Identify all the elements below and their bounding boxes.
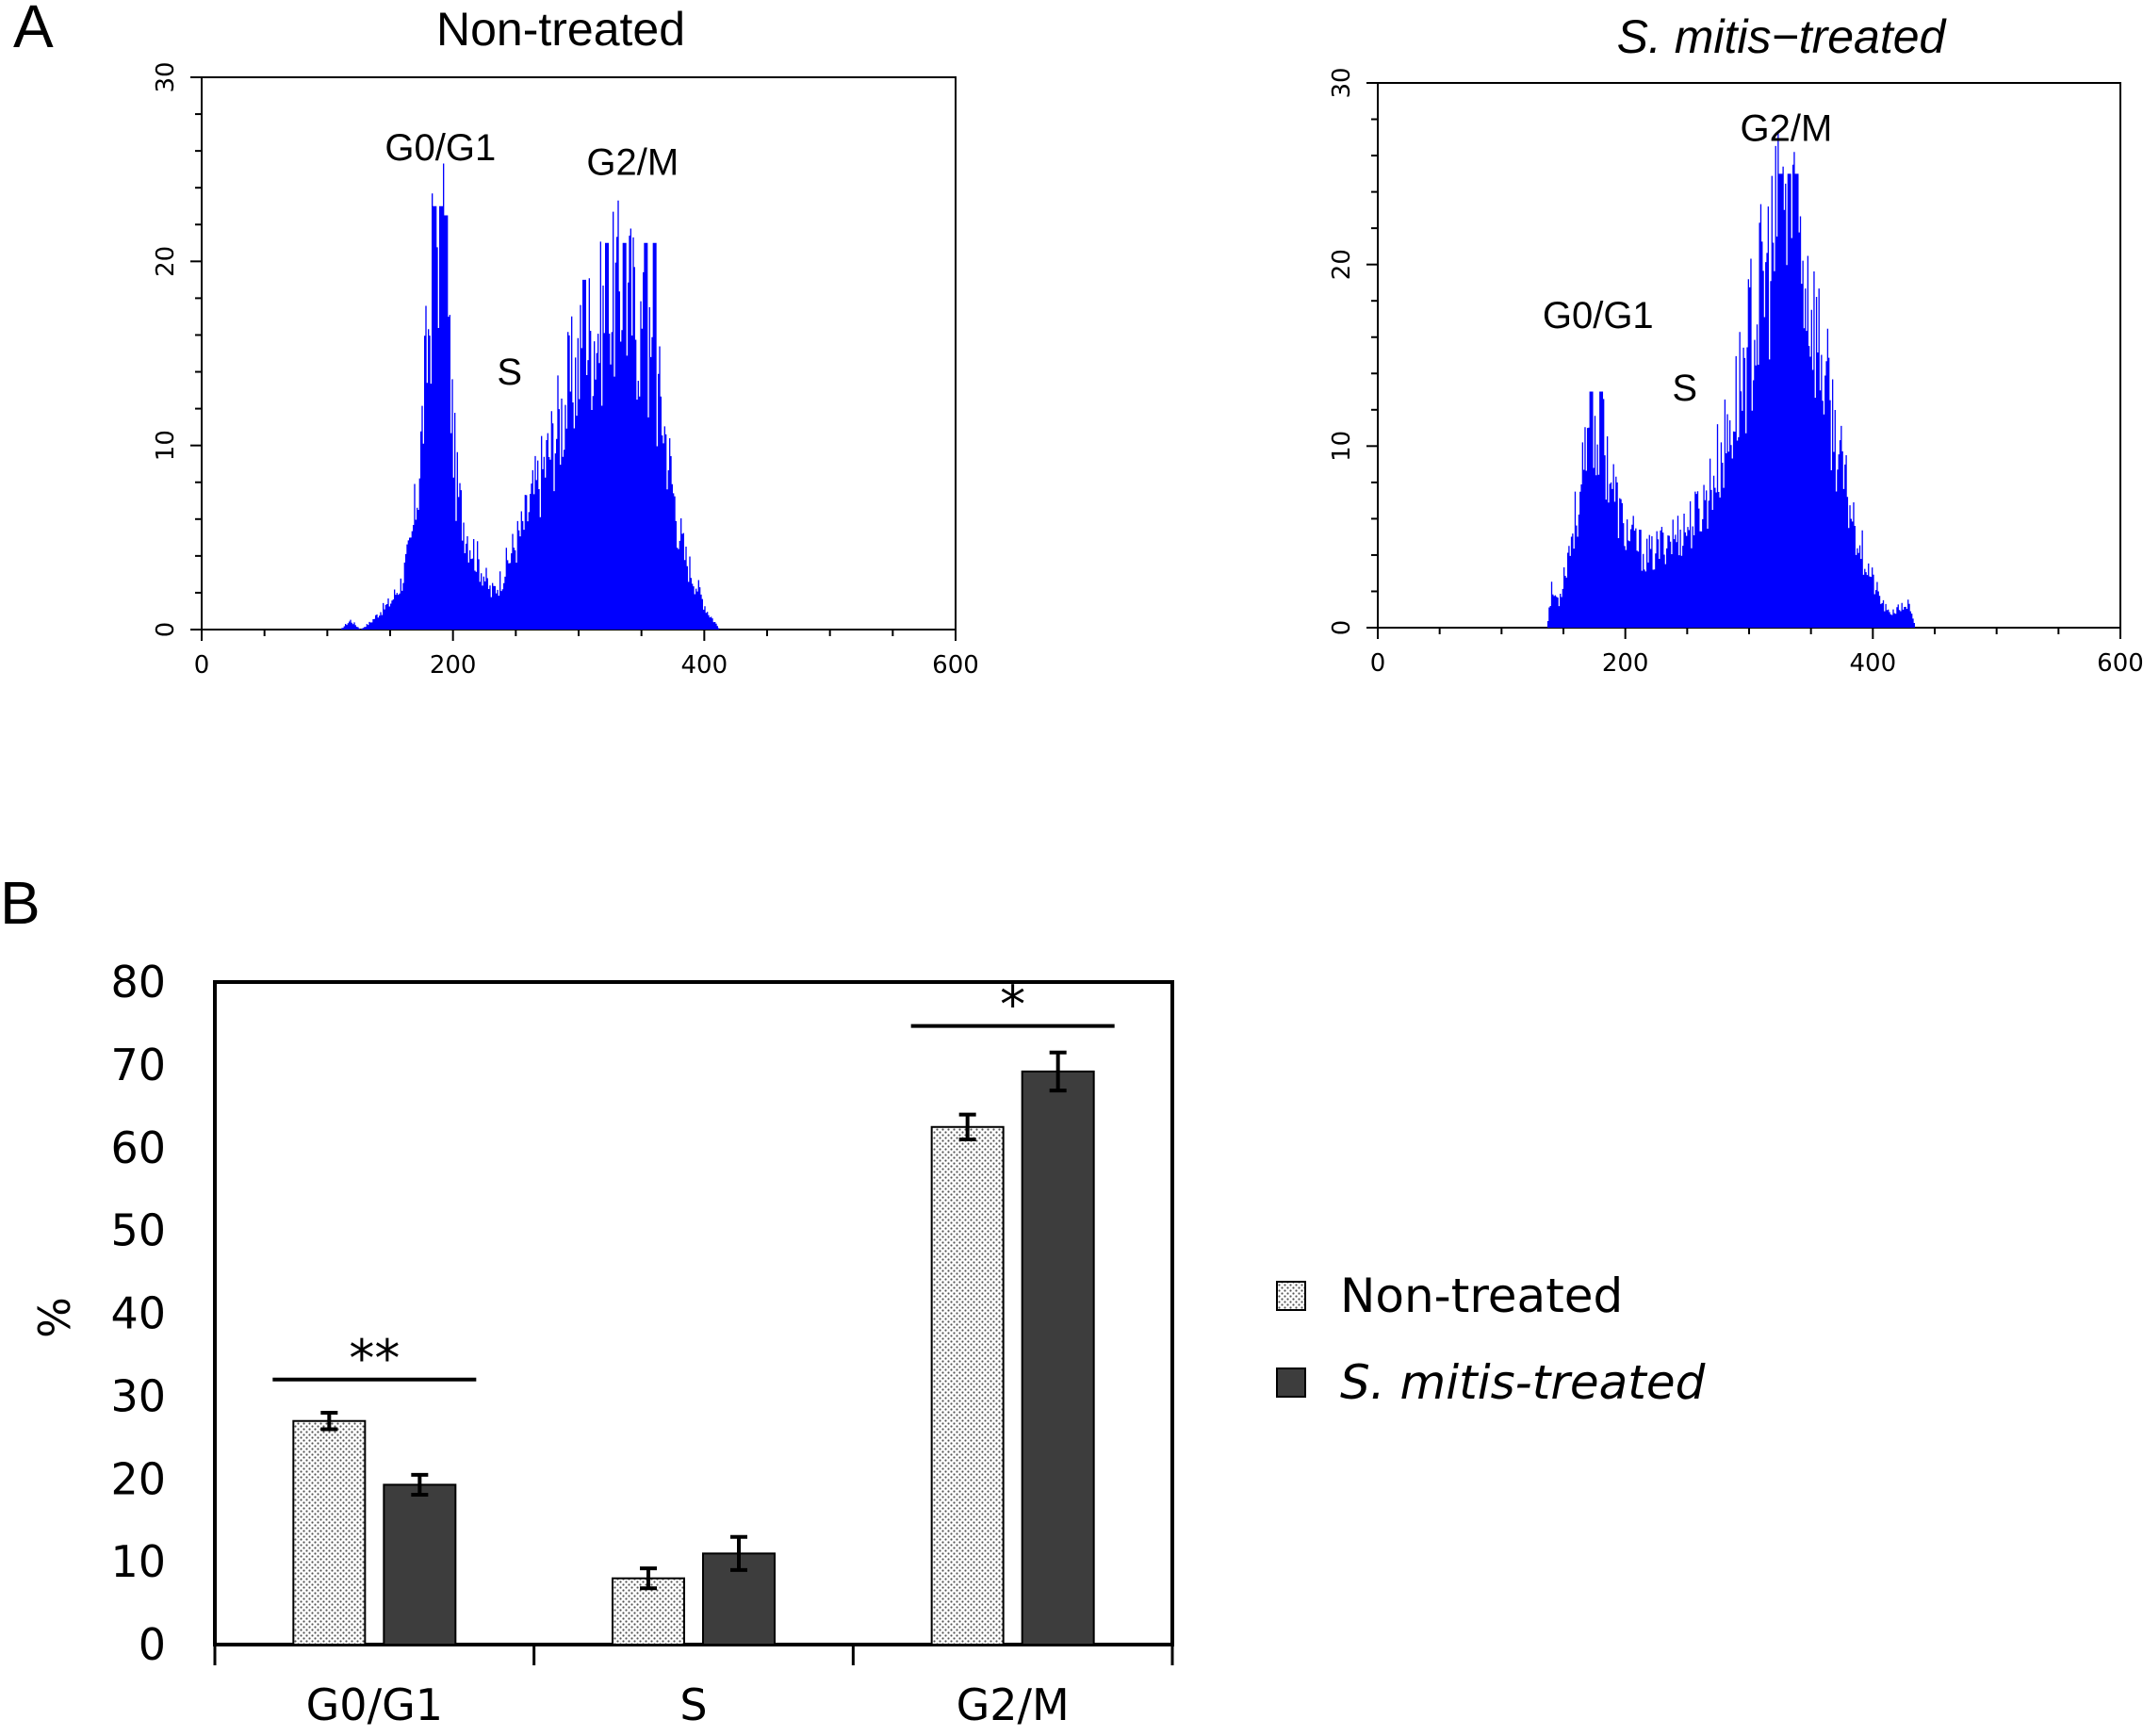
x-tick-label: 400 [1850, 649, 1897, 678]
bar [383, 1483, 457, 1646]
y-tick-label: 70 [110, 1040, 166, 1090]
legend: Non-treated S. mitis-treated [1276, 1269, 1706, 1410]
bar-chart-x-axis: G0/G1 S G2/M [213, 1645, 1174, 1730]
x-tick-label: 0 [1370, 649, 1386, 678]
y-tick-label: 20 [152, 246, 180, 277]
legend-label-treated: S. mitis-treated [1340, 1355, 1706, 1410]
legend-swatch-nontreated [1276, 1281, 1306, 1311]
y-tick-label: 0 [152, 622, 180, 638]
y-tick-label: 10 [1328, 431, 1356, 462]
y-tick-label: 60 [110, 1122, 166, 1173]
bar-chart-bars [292, 1050, 1095, 1646]
phase-label: G2/M [1741, 108, 1833, 150]
histogram-nontreated-area [339, 163, 721, 630]
histogram-nontreated: Non-treated 0 200 400 600 0 10 20 30 G0/G1 S G2/M [152, 3, 979, 680]
bar-chart-y-axis: 0 10 20 30 40 50 60 70 80 [110, 957, 166, 1670]
y-tick-label: 20 [1328, 249, 1356, 280]
bar [1021, 1070, 1095, 1646]
phase-label: G0/G1 [384, 127, 496, 169]
legend-swatch-treated [1276, 1368, 1306, 1398]
y-tick-label: 10 [152, 430, 180, 461]
y-tick-label: 0 [1328, 620, 1356, 636]
x-tick-label: 600 [932, 651, 979, 680]
phase-label: S [497, 352, 522, 393]
significance-label: * [1000, 975, 1025, 1035]
y-tick-label: 50 [110, 1205, 166, 1256]
y-tick-label: 30 [1328, 67, 1356, 98]
bar-chart-frame [213, 980, 1174, 1646]
y-tick-label: 40 [110, 1288, 166, 1339]
histogram-nontreated-axis: 0 200 400 600 0 10 20 30 [152, 61, 979, 680]
bar [292, 1419, 367, 1646]
x-tick-label: G0/G1 [306, 1679, 443, 1730]
y-tick-label: 10 [110, 1536, 166, 1587]
y-tick-label: 0 [139, 1619, 166, 1670]
y-tick-label: 30 [152, 61, 180, 92]
x-tick-label: 200 [1602, 649, 1649, 678]
histogram-treated-axis: 0 200 400 600 0 10 20 30 [1328, 67, 2143, 678]
x-tick-label: 0 [194, 651, 210, 680]
histogram-treated-title: S. mitis−treated [1617, 10, 1948, 63]
bar-chart-ylabel: % [29, 1297, 80, 1338]
bar [930, 1125, 1005, 1646]
histogram-treated-annotations: G0/G1 S G2/M [1543, 108, 1832, 410]
panel-label-a: A [13, 0, 54, 60]
significance-label: ** [349, 1329, 400, 1388]
x-tick-label: S [679, 1679, 707, 1730]
y-tick-label: 30 [110, 1370, 166, 1421]
y-tick-label: 80 [110, 957, 166, 1007]
bar-chart-significance: *** [272, 975, 1115, 1388]
histogram-nontreated-annotations: G0/G1 S G2/M [384, 127, 679, 393]
x-tick-label: G2/M [957, 1679, 1070, 1730]
phase-label: S [1672, 368, 1697, 409]
phase-label: G0/G1 [1543, 295, 1654, 336]
histogram-treated: S. mitis−treated 0 200 400 600 0 10 20 30 G0/G1… [1328, 10, 2143, 678]
phase-label: G2/M [586, 142, 679, 184]
histogram-treated-area [1546, 131, 1917, 628]
y-tick-label: 20 [110, 1453, 166, 1504]
histogram-nontreated-title: Non-treated [436, 3, 685, 56]
x-tick-label: 400 [681, 651, 728, 680]
x-tick-label: 600 [2097, 649, 2143, 678]
legend-label-nontreated: Non-treated [1340, 1269, 1623, 1323]
x-tick-label: 200 [430, 651, 477, 680]
panel-label-b: B [0, 869, 41, 937]
